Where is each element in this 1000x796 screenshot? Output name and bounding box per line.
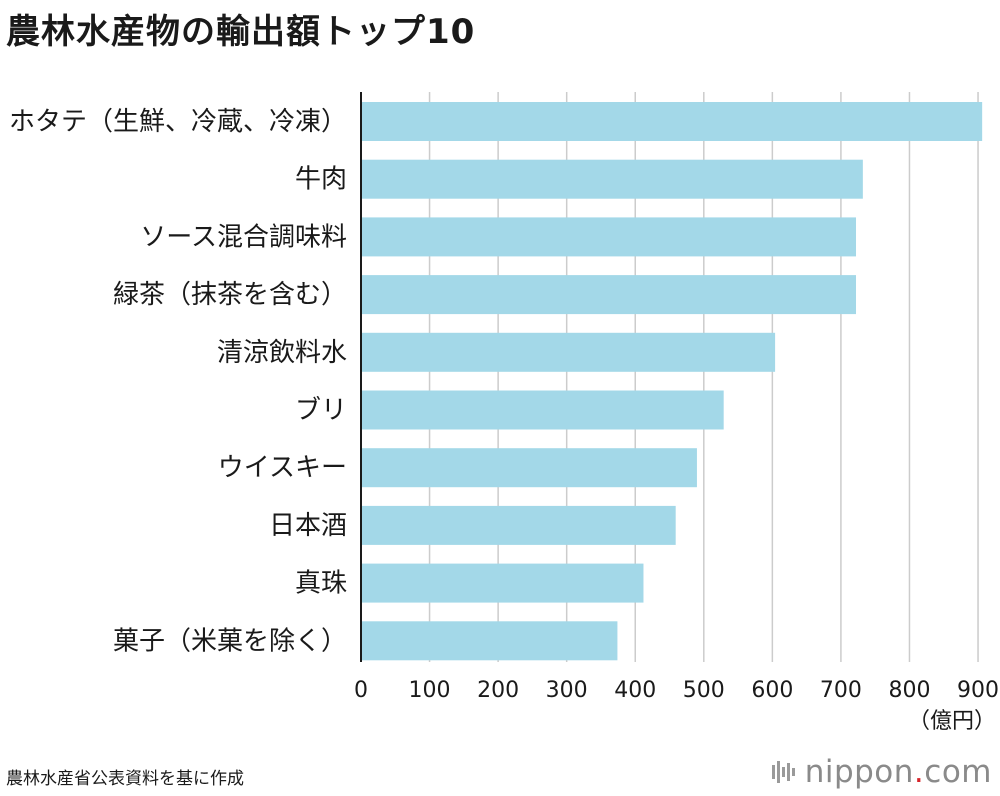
category-label: ウイスキー (218, 453, 347, 483)
bar (361, 563, 644, 603)
bar (361, 159, 863, 199)
bar (361, 332, 776, 372)
bar (361, 505, 676, 545)
bar (361, 102, 983, 141)
category-label: 菓子（米菓を除く） (113, 626, 347, 656)
category-label: ブリ (295, 396, 347, 426)
tick-label: 100 (409, 678, 451, 703)
bar (361, 448, 697, 488)
nippon-logo-icon (771, 761, 795, 783)
tick-label: 700 (820, 678, 862, 703)
category-label: ソース混合調味料 (140, 222, 347, 252)
source-note: 農林水産省公表資料を基に作成 (6, 769, 244, 789)
brand-name: nippon.com (804, 754, 992, 790)
tick-label: 900 (957, 678, 999, 703)
category-label: ホタテ（生鮮、冷蔵、冷凍） (9, 107, 347, 137)
bar (361, 621, 618, 661)
category-label: 緑茶（抹茶を含む） (113, 280, 347, 310)
tick-label: 800 (888, 678, 930, 703)
bar (361, 275, 857, 315)
tick-label: 600 (751, 678, 793, 703)
bar (361, 390, 724, 430)
category-label: 牛肉 (295, 165, 347, 195)
tick-label: 200 (477, 678, 519, 703)
category-label: 清涼飲料水 (217, 338, 347, 368)
bar (361, 217, 857, 257)
tick-label: 0 (354, 678, 368, 703)
brand-logo: nippon.com (771, 752, 992, 792)
category-label: 日本酒 (269, 511, 347, 541)
tick-label: 300 (546, 678, 588, 703)
unit-label: （億円） (908, 709, 996, 734)
tick-label: 400 (614, 678, 656, 703)
tick-label: 500 (683, 678, 725, 703)
category-label: 真珠 (295, 569, 347, 599)
brand-dot: . (913, 754, 925, 790)
page-title: 農林水産物の輸出額トップ10 (6, 12, 476, 52)
